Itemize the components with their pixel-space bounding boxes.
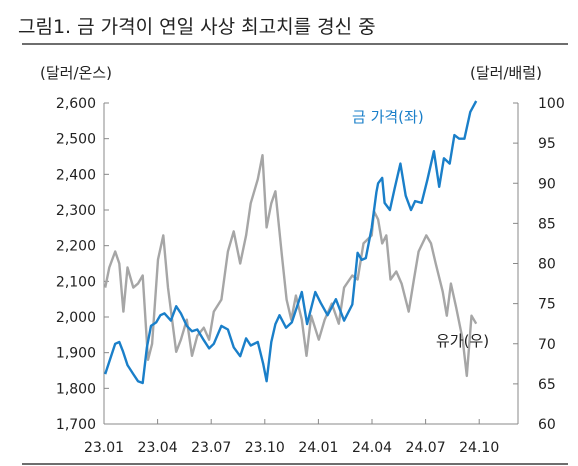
left-tick-label: 2,300 bbox=[56, 203, 96, 219]
right-tick-label: 100 bbox=[538, 96, 565, 112]
left-tick-label: 1,800 bbox=[56, 381, 96, 397]
oil-series-label: 유가(우) bbox=[436, 332, 489, 350]
x-tick-label: 23.01 bbox=[84, 440, 124, 456]
x-tick-label: 23.07 bbox=[191, 440, 231, 456]
x-tick-label: 24.01 bbox=[298, 440, 338, 456]
right-tick-label: 65 bbox=[538, 377, 556, 393]
series-labels: 금 가격(좌) 유가(우) bbox=[352, 108, 489, 350]
figure-title: 그림1. 금 가격이 연일 사상 최고치를 경신 중 bbox=[18, 16, 376, 38]
left-tick-label: 2,000 bbox=[56, 310, 96, 326]
gold-series-group bbox=[104, 100, 478, 385]
right-axis-unit: (달러/배럴) bbox=[470, 64, 542, 82]
left-tick-label: 2,600 bbox=[56, 96, 96, 112]
x-tick-label: 23.10 bbox=[245, 440, 285, 456]
left-tick-label: 1,900 bbox=[56, 346, 96, 362]
bottom-rule bbox=[22, 463, 568, 465]
right-tick-label: 90 bbox=[538, 176, 556, 192]
right-tick-label: 95 bbox=[538, 136, 556, 152]
gold-price-line bbox=[104, 100, 478, 385]
x-tick-label: 24.10 bbox=[459, 440, 499, 456]
left-tick-label: 2,200 bbox=[56, 239, 96, 255]
right-tick-label: 75 bbox=[538, 297, 556, 313]
right-tick-label: 70 bbox=[538, 337, 556, 353]
x-tick-label: 23.04 bbox=[138, 440, 178, 456]
right-tick-label: 80 bbox=[538, 257, 556, 273]
left-tick-label: 2,400 bbox=[56, 167, 96, 183]
top-rule bbox=[22, 43, 568, 45]
oil-series-group bbox=[104, 154, 478, 378]
left-tick-label: 2,500 bbox=[56, 132, 96, 148]
right-tick-label: 85 bbox=[538, 216, 556, 232]
axes: 1,700 1,800 1,900 2,000 2,100 2,200 2,300 2,400… bbox=[56, 96, 565, 456]
left-axis-unit: (달러/온스) bbox=[40, 64, 112, 82]
x-tick-label: 24.04 bbox=[352, 440, 392, 456]
right-tick-label: 60 bbox=[538, 417, 556, 433]
left-tick-label: 1,700 bbox=[56, 417, 96, 433]
oil-price-line bbox=[104, 154, 478, 378]
gold-series-label: 금 가격(좌) bbox=[352, 108, 424, 126]
x-tick-label: 24.07 bbox=[406, 440, 446, 456]
left-tick-label: 2,100 bbox=[56, 274, 96, 290]
